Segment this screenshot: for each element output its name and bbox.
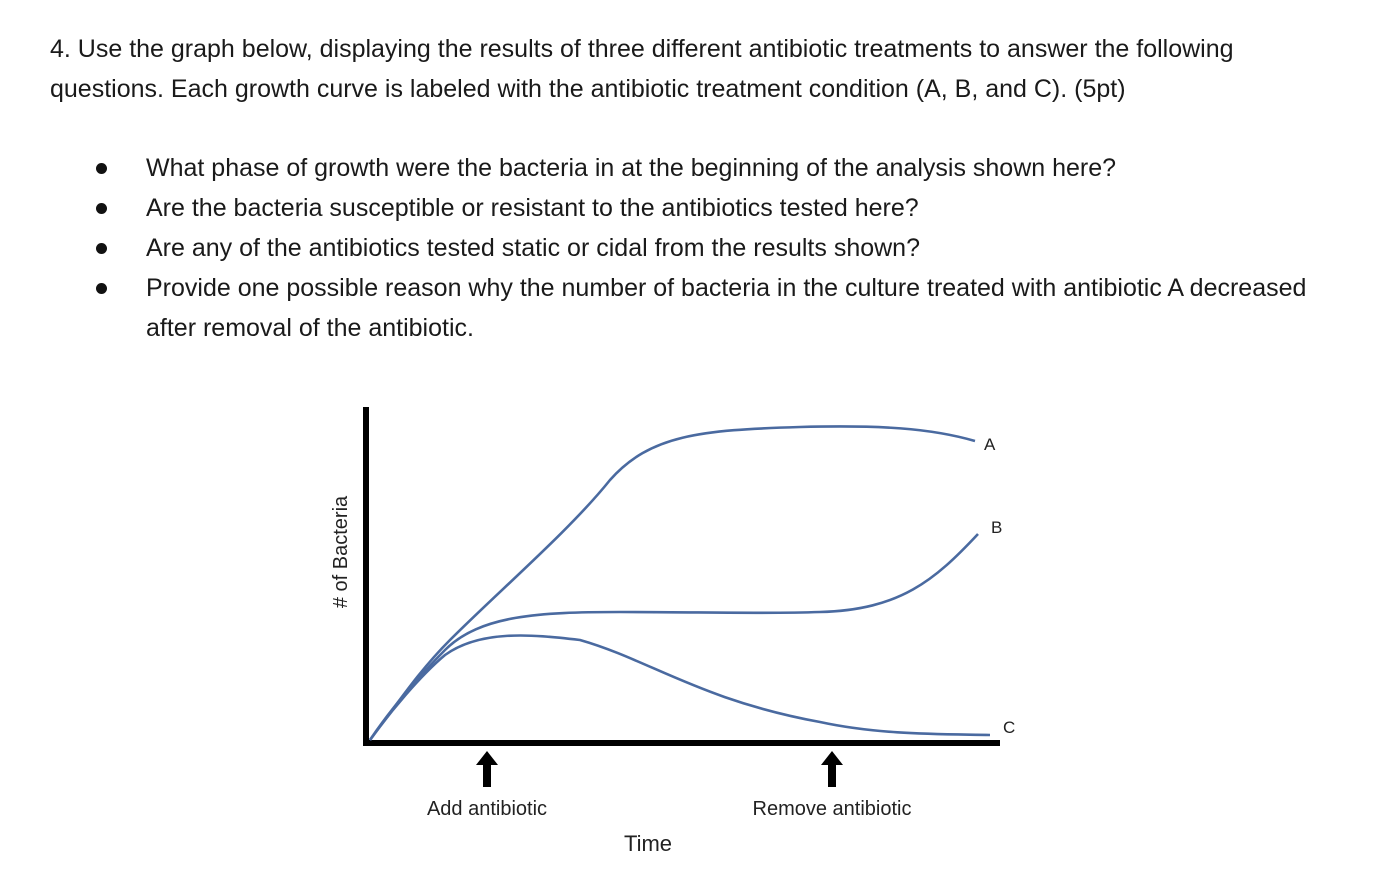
list-item-text: Provide one possible reason why the numb…	[146, 274, 1307, 342]
curve-b	[368, 533, 979, 741]
list-item: Are the bacteria susceptible or resistan…	[50, 188, 1350, 228]
bullet-icon	[96, 283, 107, 294]
question-block: 4. Use the graph below, displaying the r…	[50, 30, 1350, 109]
curve-a	[368, 425, 976, 741]
list-item-text: Are any of the antibiotics tested static…	[146, 234, 920, 262]
list-item: Are any of the antibiotics tested static…	[50, 228, 1350, 268]
bullet-icon	[96, 163, 107, 174]
x-axis-label: Time	[624, 831, 672, 856]
series-label-b: B	[991, 518, 1002, 537]
series-label-c: C	[1003, 718, 1015, 737]
y-axis-label: # of Bacteria	[330, 495, 352, 608]
question-intro: 4. Use the graph below, displaying the r…	[50, 35, 1234, 103]
annotation-add-antibiotic: Add antibiotic	[427, 798, 547, 820]
list-item-text: What phase of growth were the bacteria i…	[146, 154, 1117, 182]
series-label-a: A	[984, 435, 996, 454]
list-item: Provide one possible reason why the numb…	[50, 268, 1350, 348]
up-arrow-icon	[476, 751, 498, 787]
bullet-icon	[96, 243, 107, 254]
curve-c	[368, 634, 991, 741]
list-item: What phase of growth were the bacteria i…	[50, 148, 1350, 188]
question-list: What phase of growth were the bacteria i…	[50, 148, 1350, 348]
annotation-remove-antibiotic: Remove antibiotic	[753, 798, 912, 820]
up-arrow-icon	[821, 751, 843, 787]
list-item-text: Are the bacteria susceptible or resistan…	[146, 194, 919, 222]
bullet-icon	[96, 203, 107, 214]
